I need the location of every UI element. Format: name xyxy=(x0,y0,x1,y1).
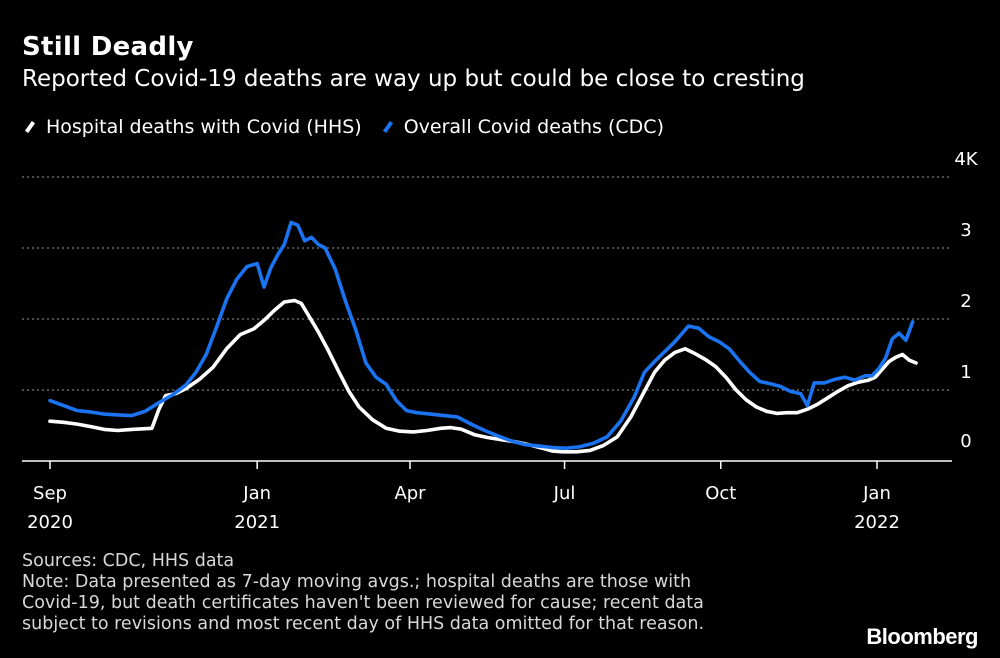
y-tick-label-1: 1 xyxy=(960,362,971,383)
x-tick-label-3: Jul xyxy=(553,483,576,504)
y-tick-label-2: 2 xyxy=(960,291,971,312)
legend-item-hhs: Hospital deaths with Covid (HHS) xyxy=(22,116,362,138)
legend: Hospital deaths with Covid (HHS) Overall… xyxy=(22,116,682,138)
note-line-3: subject to revisions and most recent day… xyxy=(22,614,705,634)
grid-lines xyxy=(22,176,952,391)
legend-label-hhs: Hospital deaths with Covid (HHS) xyxy=(46,116,362,138)
chart-title: Still Deadly xyxy=(22,32,194,62)
x-tick-label-1: Jan xyxy=(242,483,271,504)
series-line-cdc xyxy=(48,220,915,450)
note-line-1: Note: Data presented as 7-day moving avg… xyxy=(22,572,692,592)
series-lines xyxy=(48,220,918,454)
y-tick-label-4: 4K xyxy=(954,149,978,170)
chart-footer: Sources: CDC, HHS data Note: Data presen… xyxy=(22,551,704,635)
x-tick-label-5: Jan xyxy=(862,483,891,504)
sources-text: Sources: CDC, HHS data xyxy=(22,551,235,571)
chart-subtitle: Reported Covid-19 deaths are way up but … xyxy=(22,66,805,92)
y-axis-ticks: 0 1 2 3 4K xyxy=(954,149,978,452)
bloomberg-logo: Bloomberg xyxy=(866,624,978,649)
y-tick-label-3: 3 xyxy=(960,220,971,241)
x-axis: Sep 2020 Jan 2021 Apr Jul Oct Jan 2022 xyxy=(22,460,952,533)
x-tick-year-1: 2021 xyxy=(234,512,280,533)
note-line-2: Covid-19, but death certificates haven't… xyxy=(22,593,704,613)
legend-label-cdc: Overall Covid deaths (CDC) xyxy=(403,116,664,138)
x-tick-label-0: Sep xyxy=(33,483,67,504)
y-tick-label-0: 0 xyxy=(960,431,971,452)
x-tick-year-0: 2020 xyxy=(27,512,73,533)
x-tick-year-5: 2022 xyxy=(854,512,900,533)
x-tick-label-2: Apr xyxy=(394,483,426,504)
x-tick-label-4: Oct xyxy=(705,483,736,504)
legend-item-cdc: Overall Covid deaths (CDC) xyxy=(380,116,664,138)
